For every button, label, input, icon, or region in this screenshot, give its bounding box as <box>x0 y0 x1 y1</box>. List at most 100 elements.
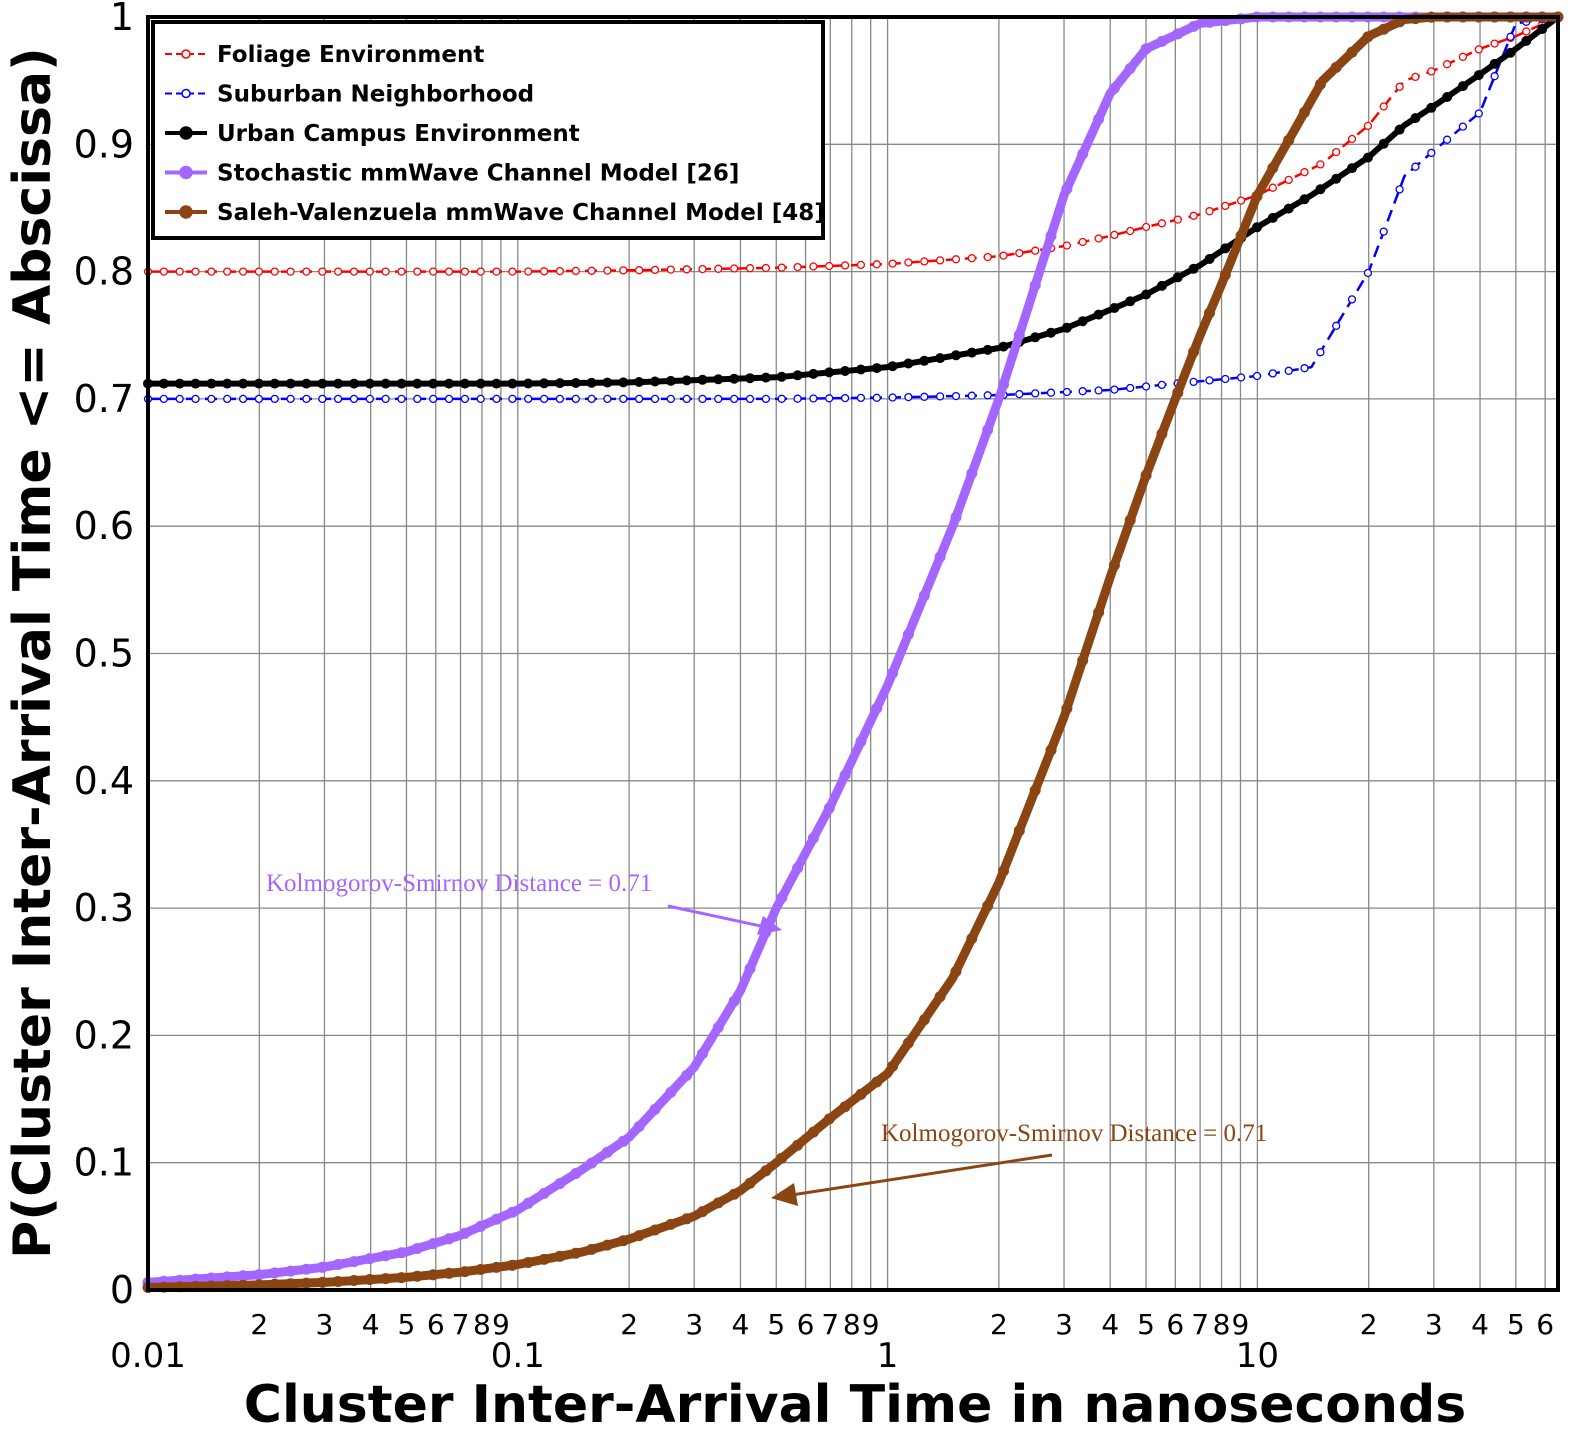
data-point <box>492 267 501 276</box>
x-tick-label-minor: 7 <box>452 1308 470 1341</box>
data-point <box>554 378 565 389</box>
data-point <box>1505 47 1516 58</box>
data-point <box>191 394 200 404</box>
data-point <box>318 394 327 404</box>
data-point <box>855 1088 867 1100</box>
x-tick-label-minor: 8 <box>1213 1308 1231 1341</box>
data-point <box>411 1243 423 1254</box>
data-point <box>1474 109 1483 118</box>
data-point <box>586 1243 598 1255</box>
data-point <box>697 1048 708 1060</box>
data-point <box>300 1277 312 1289</box>
data-point <box>951 391 961 401</box>
data-point <box>1300 168 1309 177</box>
data-point <box>777 263 786 272</box>
data-point <box>760 1165 772 1177</box>
x-tick-label-minor: 4 <box>732 1308 750 1341</box>
data-point <box>1093 607 1105 618</box>
legend-label: Stochastic mmWave Channel Model [26] <box>217 161 739 187</box>
data-point <box>207 394 216 404</box>
data-point <box>1457 81 1468 92</box>
data-point <box>270 267 279 276</box>
x-tick-label-minor: 2 <box>620 1308 638 1341</box>
data-point <box>348 1275 360 1286</box>
data-point <box>982 344 993 355</box>
data-point <box>1300 364 1309 373</box>
data-point <box>1188 346 1200 358</box>
data-point <box>1378 138 1389 149</box>
data-point <box>1078 387 1087 396</box>
data-point <box>1474 45 1483 54</box>
data-point <box>745 373 755 384</box>
data-point <box>1489 58 1500 69</box>
data-point <box>459 1227 471 1239</box>
data-point <box>333 378 344 389</box>
data-point <box>539 267 549 276</box>
data-point <box>776 371 787 382</box>
data-point <box>1141 382 1151 391</box>
data-point <box>332 1276 344 1287</box>
x-tick-label-minor: 4 <box>362 1308 380 1341</box>
data-point <box>1394 124 1405 135</box>
legend-label: Foliage Environment <box>217 42 484 68</box>
data-point <box>1157 380 1167 390</box>
data-point <box>918 1014 930 1026</box>
data-point <box>459 378 470 389</box>
legend-marker <box>181 88 191 99</box>
data-point <box>1094 386 1103 395</box>
data-point <box>603 394 612 404</box>
data-point <box>254 394 264 404</box>
data-point <box>1427 148 1436 158</box>
data-point <box>808 368 819 379</box>
data-point <box>523 378 534 389</box>
data-point <box>634 266 644 275</box>
legend-box <box>151 20 825 240</box>
data-point <box>460 267 470 276</box>
data-point <box>397 267 406 276</box>
data-point <box>554 1250 566 1262</box>
data-point <box>1220 243 1231 254</box>
data-point <box>1013 329 1025 341</box>
data-point <box>601 1239 613 1251</box>
data-point <box>1410 113 1421 124</box>
data-point <box>1411 162 1420 171</box>
x-tick-label-minor: 6 <box>1536 1308 1554 1341</box>
data-point <box>555 266 565 276</box>
data-point <box>697 374 708 385</box>
legend-label: Urban Campus Environment <box>217 121 580 147</box>
data-point <box>1126 383 1135 393</box>
data-point <box>918 590 930 602</box>
data-point <box>1363 268 1373 278</box>
data-point <box>332 1259 344 1270</box>
y-tick-label: 1 <box>110 0 134 39</box>
data-point <box>333 267 343 276</box>
data-point <box>855 364 866 375</box>
data-point <box>744 963 756 975</box>
x-tick-label-minor: 7 <box>1191 1308 1209 1341</box>
data-point <box>1267 162 1279 174</box>
y-tick-label: 0.3 <box>74 886 134 930</box>
data-point <box>1046 388 1056 397</box>
data-point <box>1189 211 1198 220</box>
data-point <box>539 378 550 389</box>
data-point <box>429 267 438 276</box>
data-point <box>443 1233 455 1245</box>
x-tick-label-minor: 8 <box>843 1308 861 1341</box>
data-point <box>396 1272 407 1284</box>
data-point <box>491 378 502 389</box>
data-point <box>571 394 580 404</box>
data-point <box>205 1272 217 1284</box>
x-tick-label-minor: 6 <box>427 1308 445 1341</box>
x-tick-label-minor: 6 <box>797 1308 815 1341</box>
data-point <box>508 267 517 276</box>
data-point <box>1157 219 1167 228</box>
data-point <box>650 265 660 275</box>
data-point <box>649 1224 661 1236</box>
data-point <box>1506 32 1515 41</box>
data-point <box>1378 23 1390 35</box>
data-point <box>633 1230 645 1242</box>
data-point <box>333 394 343 404</box>
data-point <box>1204 307 1215 319</box>
data-point <box>1251 190 1263 202</box>
data-point <box>1061 183 1073 195</box>
